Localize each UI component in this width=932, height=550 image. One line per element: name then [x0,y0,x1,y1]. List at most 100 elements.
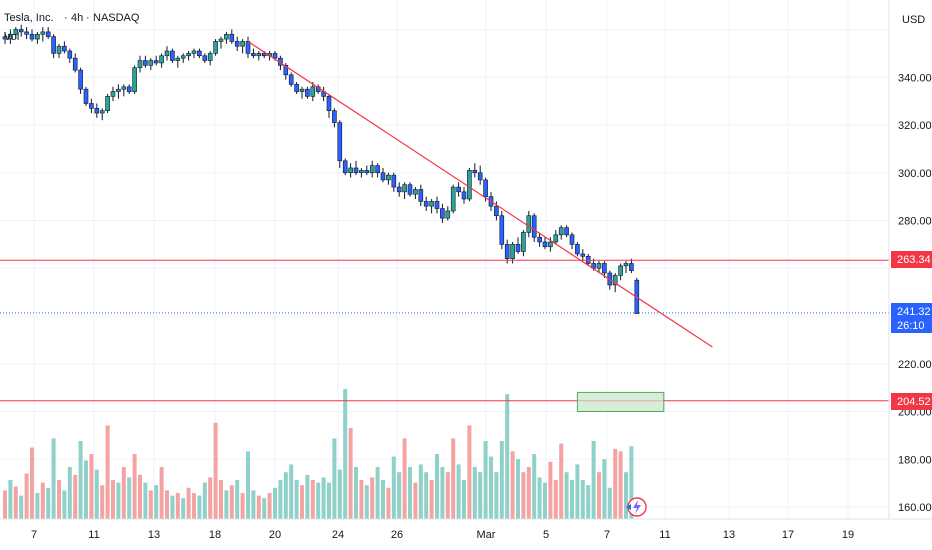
volume-bar [24,473,29,519]
candle-body [137,60,143,68]
tag-support-label: 204.52 [897,396,931,408]
volume-bar [456,464,461,519]
volume-bar [229,485,234,519]
symbol-legend[interactable]: Tesla, Inc. · 4h · NASDAQ [4,12,140,24]
volume-bar [202,482,207,519]
currency-label[interactable]: USD [902,14,925,26]
volume-bar [3,490,7,519]
candle-body [477,172,483,181]
volume-bar [283,472,288,519]
volume-bar [273,487,277,519]
tag-support-bg [891,393,932,410]
time-tick-label: 24 [332,529,344,541]
symbol-separator-1: · [64,12,68,24]
candle-body [29,33,35,40]
tag-support: 204.52 [891,393,932,410]
price-tick-label: 320.00 [898,120,932,132]
candle-body [553,234,559,243]
candle-body [510,244,515,259]
volume-bar [219,480,223,519]
candle-body [72,57,78,71]
candle-body [207,53,213,61]
price-tick-label: 220.00 [898,359,932,371]
tag-resistance: 263.34 [891,251,932,268]
volume-bar [494,472,499,519]
volume-bar [381,480,385,519]
candle-body [618,265,623,276]
candle-body [299,88,305,92]
price-axis-labels: 160.00180.00200.00220.00280.00300.00320.… [898,72,932,514]
volume-bar [575,464,580,519]
replay-marker-icon[interactable] [626,504,631,510]
candle-body [2,36,8,40]
candle-body [380,172,386,181]
volume-bar [62,490,67,519]
candle-body [110,91,116,97]
candle-body [294,84,299,92]
volume-legend[interactable]: Vol [4,31,19,43]
candle-body [143,60,148,66]
candle-body [240,41,245,47]
candle-body [78,69,83,90]
candle-body [51,36,56,54]
time-axis-labels[interactable]: 7 11 13 18 20 24 26 Mar 5 7 11 13 17 19 [31,529,854,541]
candle-body [456,186,461,193]
candle-body [596,263,602,269]
candle-body [224,33,229,40]
time-tick-label: 7 [31,529,37,541]
volume-bar [67,467,72,519]
time-tick-label: 26 [391,529,403,541]
volume-bar [305,474,310,519]
volume-bar [516,459,520,519]
volume-bar [89,454,94,519]
candle-body [288,74,294,85]
volume-bar [526,467,531,519]
volume-bar [445,472,450,519]
candle-body [202,55,208,61]
volume-bar [548,461,553,519]
volume-bar [278,480,283,519]
volume-bar [591,441,596,519]
volume-bar [30,447,34,519]
volume-bar [613,448,618,519]
volume-bar [19,495,24,519]
candle-body [521,232,526,252]
candle-body [537,236,542,243]
candle-body [40,31,46,35]
volume-bar [310,480,315,519]
volume-bar [289,464,294,519]
candle-body [170,50,175,61]
candle-body [575,244,580,255]
volume-bar [175,493,180,519]
candle-body [251,53,256,57]
volume-bar [235,480,240,519]
volume-bar [559,443,564,519]
time-tick-label: 7 [604,529,610,541]
volume-bars [3,389,634,519]
candle-body [121,86,127,90]
volume-bar [46,487,51,519]
tag-last-label: 241.32 [897,306,931,318]
volume-bar [300,485,304,519]
candle-body [272,53,278,59]
candle-body [483,179,488,197]
volume-bar [478,472,483,519]
candle-body [197,50,202,57]
volume-bar [105,425,110,519]
volume-bar [348,428,353,519]
candle-body [407,184,413,195]
volume-bar [154,485,159,519]
volume-bar [359,480,364,519]
symbol-exchange: NASDAQ [93,12,140,24]
volume-bar [159,467,164,519]
candle-body [396,186,402,193]
volume-bar [197,495,202,519]
candle-body [213,41,218,54]
tag-resistance-label: 263.34 [897,254,931,266]
candle-body [18,29,24,33]
time-tick-label: 13 [723,529,735,541]
candle-body [283,65,289,76]
drawings [0,40,889,412]
volume-bar [111,480,115,519]
candle-body [348,167,353,174]
